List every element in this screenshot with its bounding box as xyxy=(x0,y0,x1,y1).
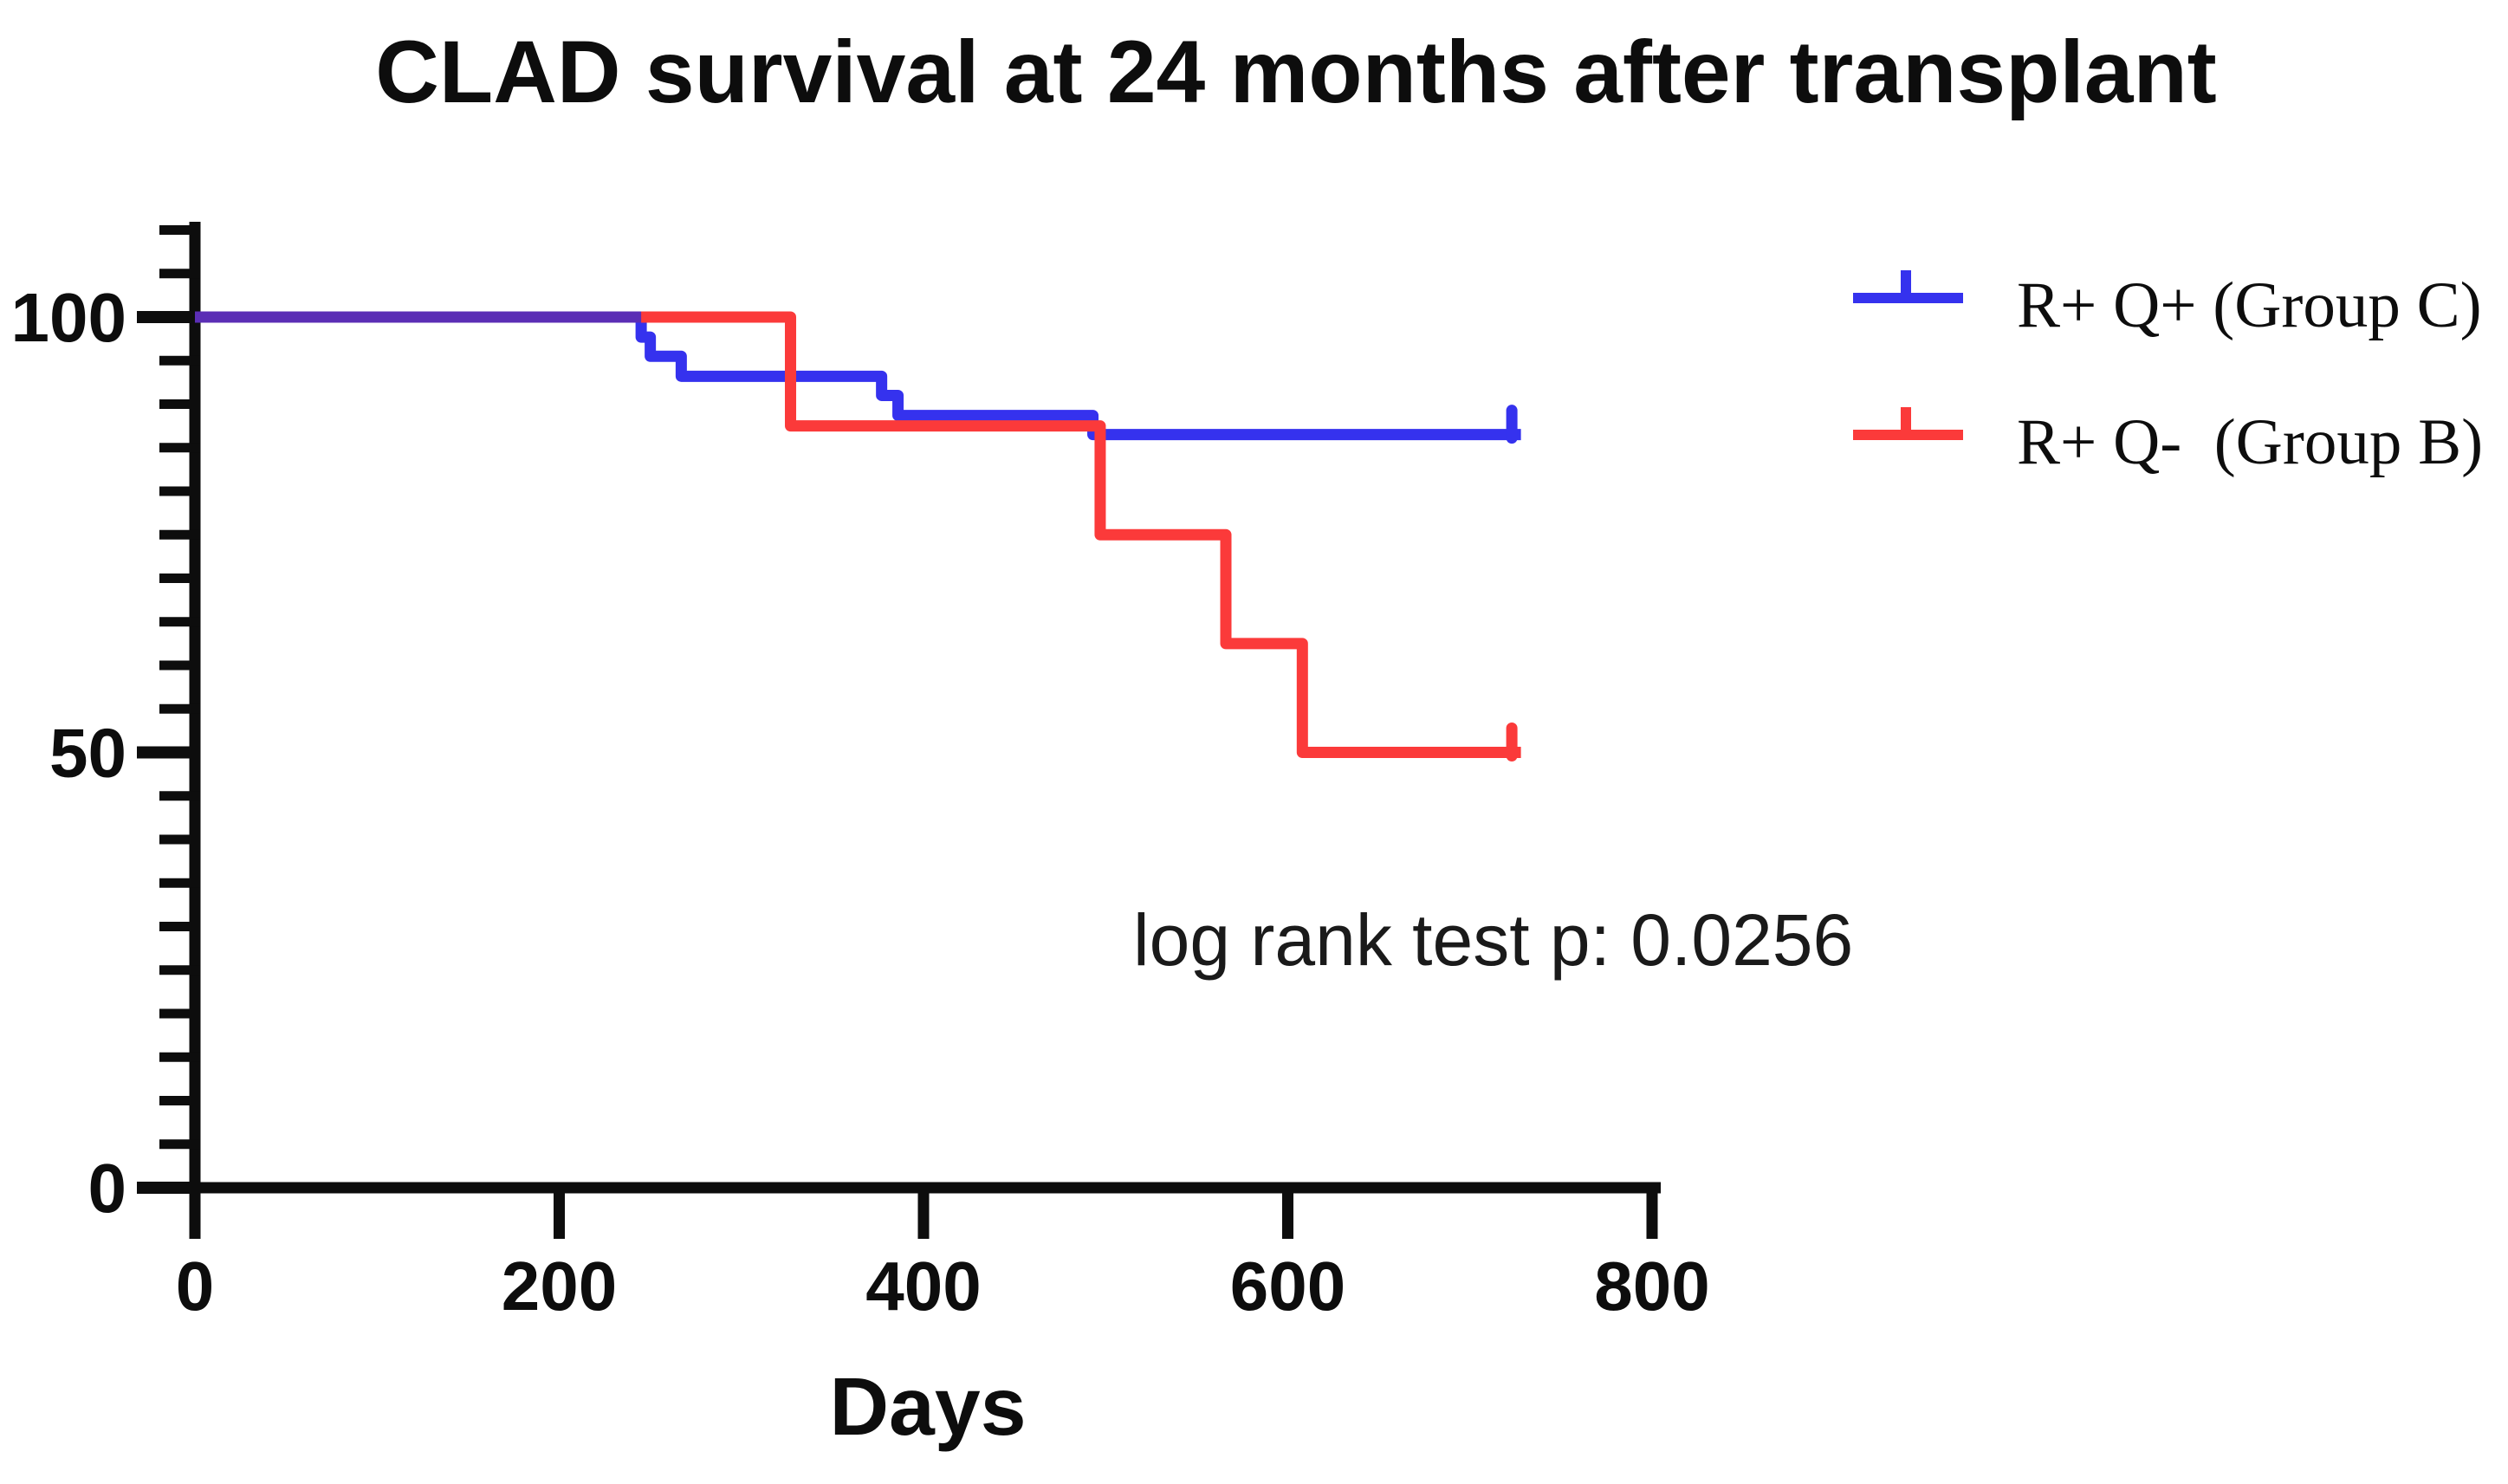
axes: 0 50 100 0 200 400 600 800 xyxy=(11,222,1710,1325)
x-tick-label: 400 xyxy=(865,1247,981,1325)
x-tick-label: 800 xyxy=(1594,1247,1709,1325)
legend-label-group-b: R+ Q- (Group B) xyxy=(2017,406,2483,478)
survival-curves xyxy=(195,311,1521,761)
chart-title: CLAD survival at 24 months after transpl… xyxy=(375,23,2217,121)
survival-curve-red xyxy=(195,311,1521,758)
legend-label-group-c: R+ Q+ (Group C) xyxy=(2017,269,2482,341)
x-axis-title: Days xyxy=(829,1361,1026,1453)
legend: R+ Q+ (Group C) R+ Q- (Group B) xyxy=(1853,269,2483,478)
survival-curve-blue xyxy=(195,311,1521,441)
y-tick-label: 100 xyxy=(11,279,126,356)
y-tick-label: 50 xyxy=(49,715,126,792)
x-tick-label: 200 xyxy=(502,1247,617,1325)
legend-item-group-c: R+ Q+ (Group C) xyxy=(1853,269,2482,341)
x-tick-label: 600 xyxy=(1230,1247,1345,1325)
log-rank-annotation: log rank test p: 0.0256 xyxy=(1133,899,1853,981)
legend-item-group-b: R+ Q- (Group B) xyxy=(1853,406,2483,478)
y-tick-label: 0 xyxy=(88,1150,127,1227)
x-tick-label: 0 xyxy=(176,1247,215,1325)
